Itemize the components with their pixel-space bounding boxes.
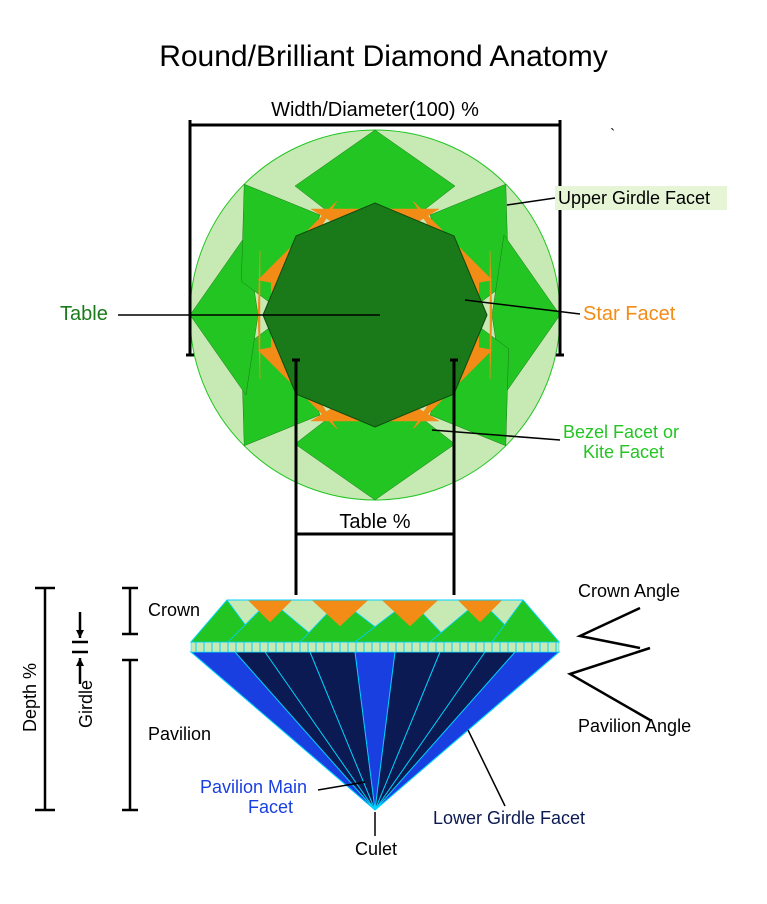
pavilion-label: Pavilion (148, 724, 211, 744)
crown-angle-label: Crown Angle (578, 581, 680, 601)
stray-mark: ` (610, 127, 615, 144)
depth-pct-label: Depth % (20, 663, 40, 732)
star-facet-label: Star Facet (583, 303, 676, 325)
table-pct-label: Table % (339, 511, 410, 533)
lower-girdle-facet-label: Lower Girdle Facet (433, 808, 585, 828)
upper-girdle-facet-label: Upper Girdle Facet (558, 188, 710, 208)
width-diameter-label: Width/Diameter(100) % (271, 99, 479, 121)
pavilion-main-facet-label-1: Pavilion Main (200, 777, 307, 797)
pavilion-angle-label: Pavilion Angle (578, 716, 691, 736)
bezel-facet-label-1: Bezel Facet or (563, 422, 679, 442)
crown-label: Crown (148, 600, 200, 620)
diamond-diagram-svg: Width/Diameter(100) % Upper Girdle Facet… (0, 0, 767, 904)
culet-label: Culet (355, 839, 397, 859)
angle-chevrons (570, 608, 650, 720)
table-label: Table (60, 303, 108, 325)
bezel-facet-label-2: Kite Facet (583, 442, 664, 462)
pavilion-main-facet-label-2: Facet (248, 797, 293, 817)
girdle-label: Girdle (76, 680, 96, 728)
